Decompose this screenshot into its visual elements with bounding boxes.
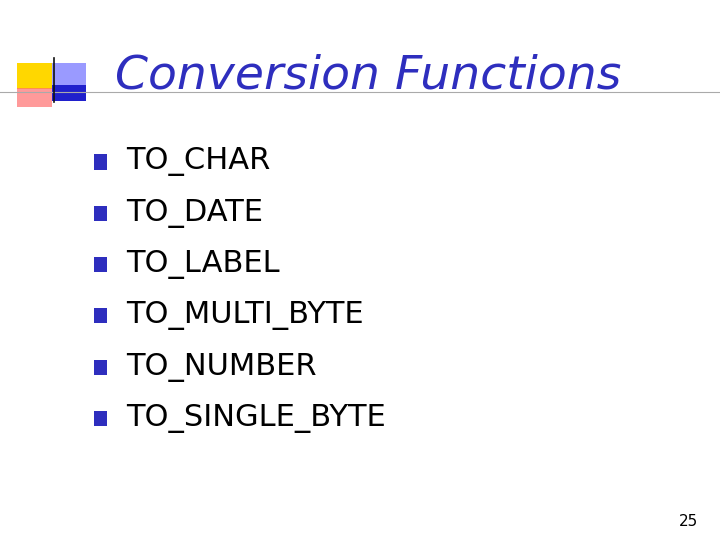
- Bar: [94, 308, 107, 323]
- Text: TO_NUMBER: TO_NUMBER: [126, 353, 317, 382]
- Bar: [94, 257, 107, 272]
- Text: TO_LABEL: TO_LABEL: [126, 250, 279, 279]
- Bar: [94, 206, 107, 221]
- Text: Conversion Functions: Conversion Functions: [115, 53, 621, 99]
- Bar: [94, 154, 107, 170]
- Bar: [52, 85, 86, 101]
- Text: 25: 25: [679, 514, 698, 529]
- Bar: [52, 63, 86, 86]
- Bar: [94, 360, 107, 375]
- Text: TO_SINGLE_BYTE: TO_SINGLE_BYTE: [126, 404, 386, 433]
- Bar: [94, 411, 107, 426]
- Bar: [17, 63, 52, 89]
- Text: TO_DATE: TO_DATE: [126, 199, 263, 228]
- Bar: [17, 88, 52, 107]
- Text: TO_CHAR: TO_CHAR: [126, 147, 271, 177]
- Text: TO_MULTI_BYTE: TO_MULTI_BYTE: [126, 301, 364, 330]
